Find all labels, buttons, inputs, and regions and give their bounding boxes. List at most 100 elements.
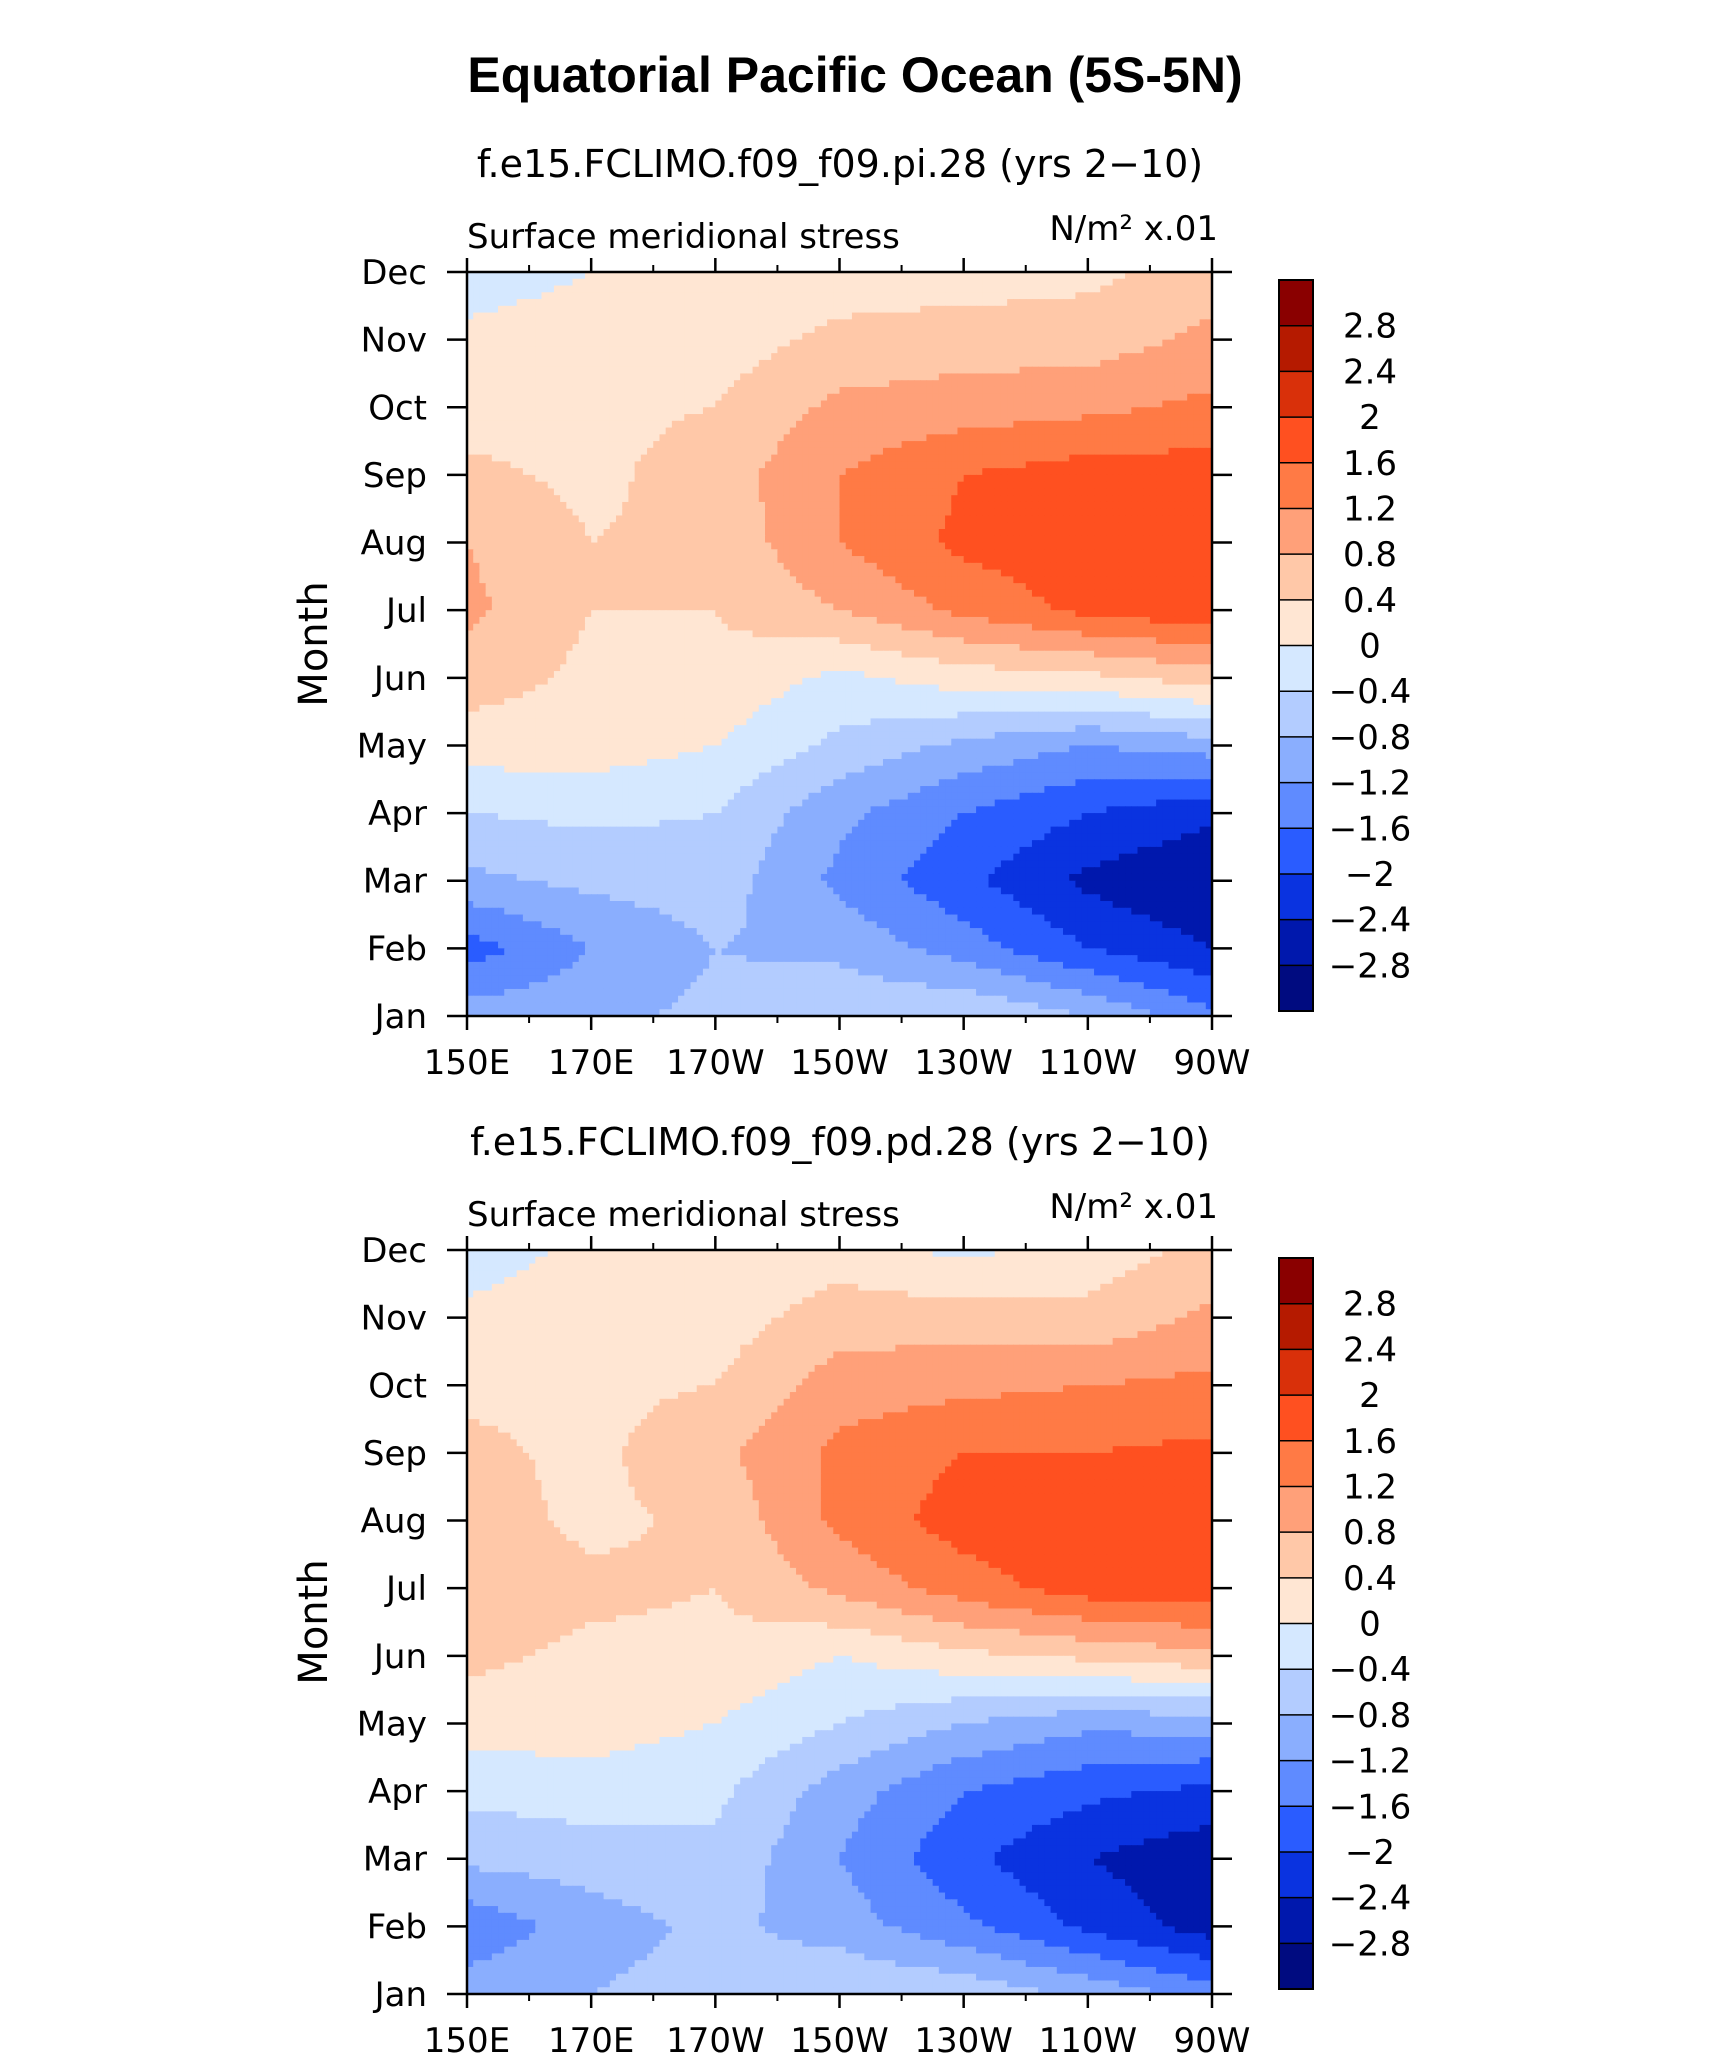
field-cell [641,346,648,353]
field-cell [691,306,698,313]
field-cell [1138,414,1145,421]
field-cell [840,387,847,394]
field-cell [883,333,890,340]
field-cell [840,414,847,421]
field-cell [628,502,635,509]
field-cell [846,482,853,489]
field-cell [1113,421,1120,428]
field-cell [926,455,933,462]
field-cell [1094,326,1101,333]
field-cell [1001,488,1008,495]
field-cell [790,515,797,522]
field-cell [1044,306,1051,313]
field-cell [573,367,580,374]
field-cell [821,367,828,374]
field-cell [1138,509,1145,516]
field-cell [746,522,753,529]
field-cell [492,387,499,394]
field-cell [1156,475,1163,482]
field-cell [920,299,927,306]
field-cell [1175,414,1182,421]
field-cell [957,441,964,448]
field-cell [796,421,803,428]
field-cell [902,353,909,360]
field-cell [1051,434,1058,441]
field-cell [1162,340,1169,347]
field-cell [815,326,822,333]
field-cell [498,346,505,353]
field-cell [970,428,977,435]
field-cell [877,367,884,374]
field-cell [591,441,598,448]
field-cell [790,340,797,347]
field-cell [827,306,834,313]
field-cell [970,313,977,320]
field-cell [486,455,493,462]
field-cell [628,394,635,401]
field-cell [486,292,493,299]
field-cell [554,292,561,299]
field-cell [542,286,549,293]
field-cell [678,475,685,482]
field-cell [628,286,635,293]
field-cell [945,495,952,502]
field-cell [802,326,809,333]
field-cell [504,495,511,502]
field-cell [852,380,859,387]
field-cell [796,286,803,293]
field-cell [1013,461,1020,468]
field-cell [939,353,946,360]
field-cell [976,401,983,408]
field-cell [1051,461,1058,468]
field-cell [535,299,542,306]
field-cell [833,529,840,536]
field-cell [926,340,933,347]
field-cell [709,428,716,435]
field-cell [554,380,561,387]
field-cell [1069,340,1076,347]
field-cell [616,313,623,320]
field-cell [628,292,635,299]
field-cell [1020,326,1027,333]
field-cell [523,482,530,489]
field-cell [1175,340,1182,347]
field-cell [715,346,722,353]
field-cell [765,448,772,455]
field-cell [635,522,642,529]
field-cell [510,522,517,529]
field-cell [542,448,549,455]
field-cell [653,313,660,320]
field-cell [1075,461,1082,468]
field-cell [573,434,580,441]
field-cell [796,367,803,374]
field-cell [529,353,536,360]
field-cell [473,326,480,333]
field-cell [678,319,685,326]
field-cell [492,407,499,414]
field-cell [579,286,586,293]
field-cell [864,401,871,408]
field-cell [1150,495,1157,502]
field-cell [1026,407,1033,414]
field-cell [827,502,834,509]
field-cell [1144,299,1151,306]
field-cell [1001,387,1008,394]
field-cell [486,502,493,509]
field-cell [939,455,946,462]
field-cell [628,367,635,374]
field-cell [542,441,549,448]
field-cell [989,367,996,374]
field-cell [542,515,549,522]
field-cell [535,428,542,435]
field-cell [641,367,648,374]
field-cell [989,340,996,347]
field-cell [759,502,766,509]
field-cell [628,353,635,360]
field-cell [616,380,623,387]
field-cell [573,455,580,462]
field-cell [939,279,946,286]
field-cell [753,414,760,421]
field-cell [517,502,524,509]
field-cell [964,502,971,509]
field-cell [591,434,598,441]
